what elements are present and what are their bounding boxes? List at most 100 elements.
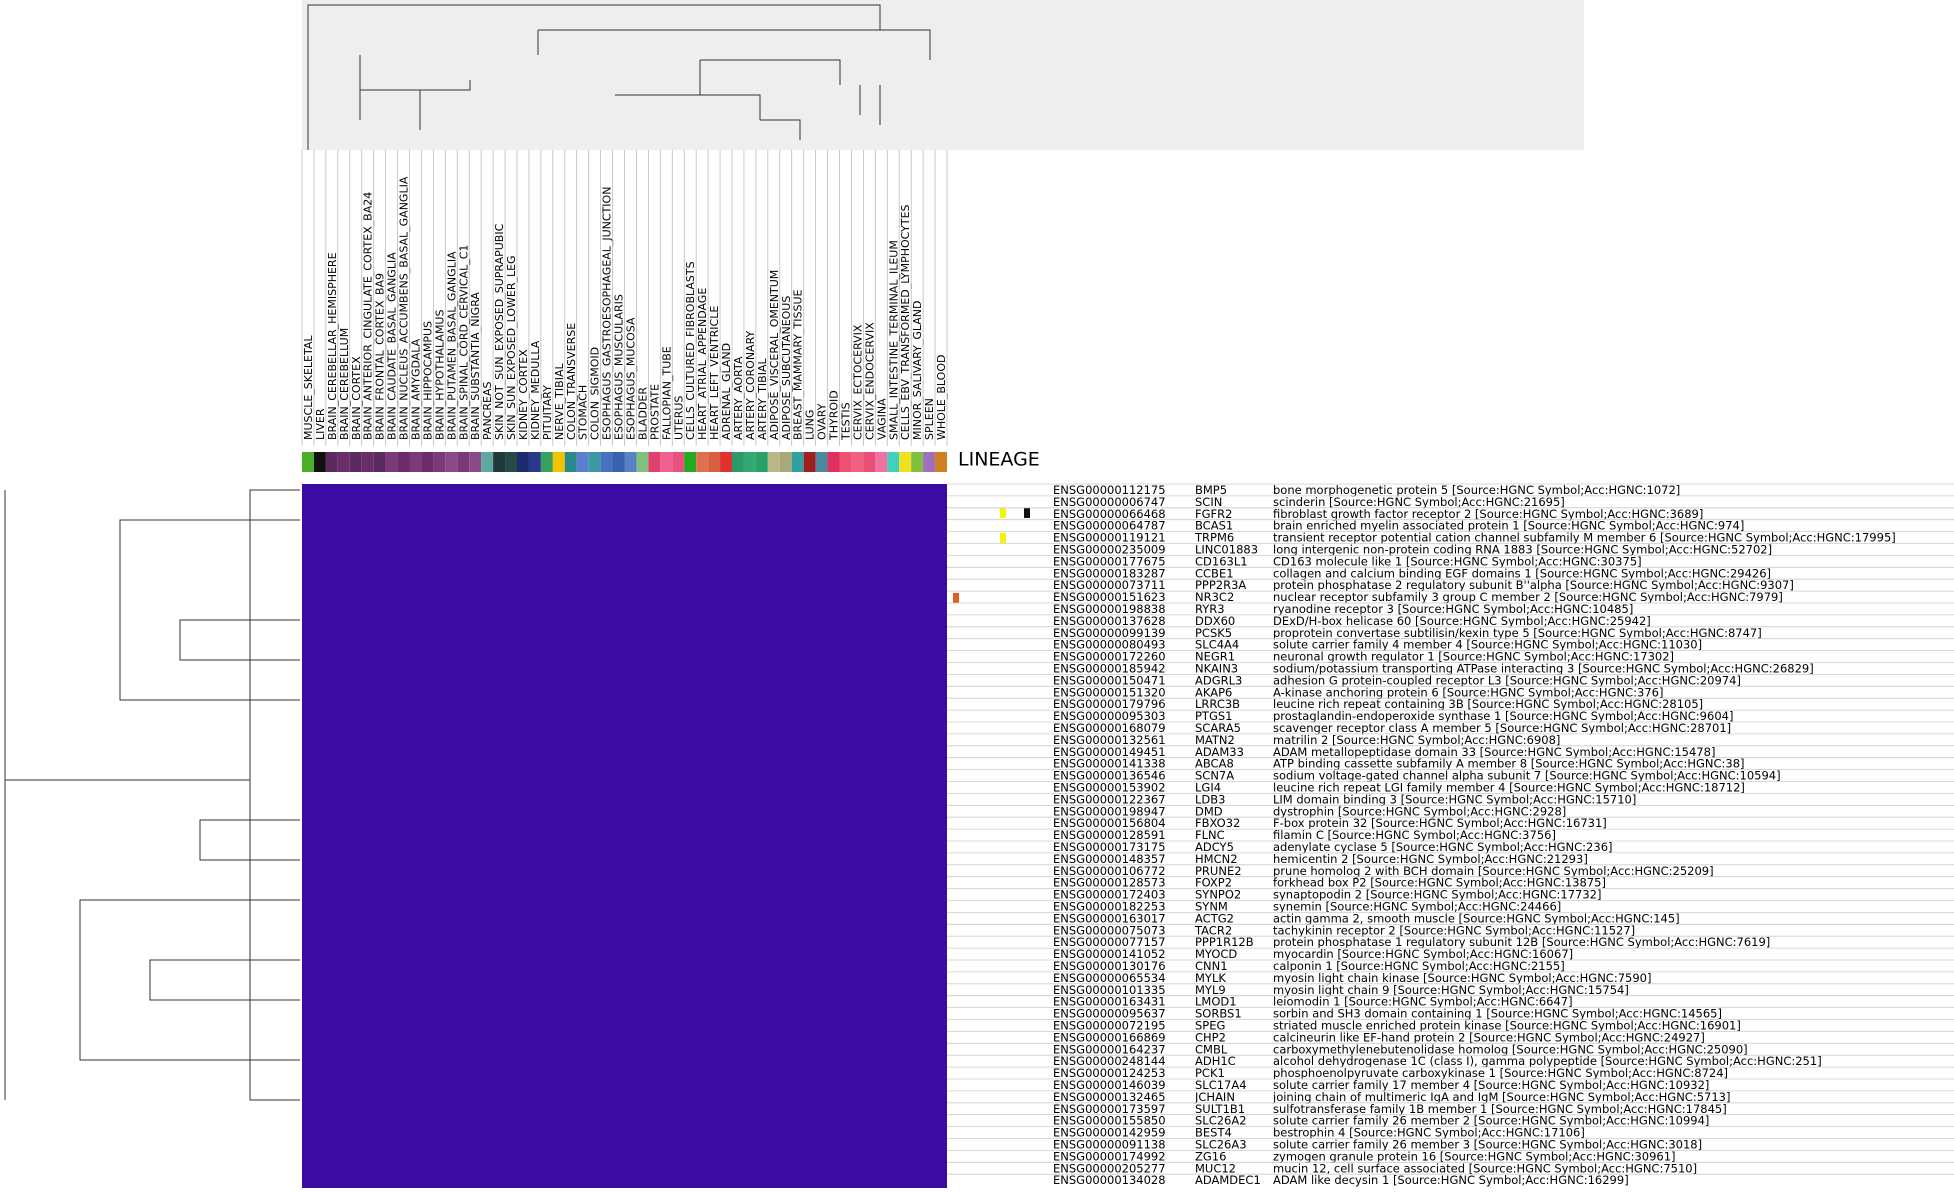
- gene-symbol: MYOCD: [1195, 947, 1237, 961]
- gene-description: tachykinin receptor 2 [Source:HGNC Symbo…: [1273, 923, 1635, 937]
- gene-id: ENSG00000128591: [1053, 828, 1166, 842]
- column-label: KIDNEY_MEDULLA: [529, 340, 542, 440]
- gene-description: CD163 molecule like 1 [Source:HGNC Symbo…: [1273, 554, 1642, 568]
- gene-id: ENSG00000064787: [1053, 519, 1166, 533]
- lineage-cell: [493, 452, 506, 472]
- column-label: NERVE_TIBIAL: [553, 363, 566, 440]
- lineage-cell: [720, 452, 732, 472]
- lineage-cell: [755, 452, 768, 472]
- gene-id: ENSG00000173175: [1053, 840, 1166, 854]
- column-label: SPLEEN: [923, 398, 936, 440]
- gene-symbol: FGFR2: [1195, 507, 1232, 521]
- gene-id: ENSG00000235009: [1053, 542, 1166, 556]
- lineage-cell: [564, 452, 577, 472]
- lineage-cell: [552, 452, 565, 472]
- gene-symbol: SYNM: [1195, 899, 1228, 913]
- column-label: COLON_TRANSVERSE: [565, 323, 578, 440]
- gene-description: synemin [Source:HGNC Symbol;Acc:HGNC:244…: [1273, 899, 1561, 913]
- heatmap-body: [302, 484, 947, 1188]
- column-label: BRAIN_HYPOTHALAMUS: [433, 310, 446, 440]
- gene-id: ENSG00000168079: [1053, 721, 1166, 735]
- gene-description: A-kinase anchoring protein 6 [Source:HGN…: [1273, 685, 1663, 699]
- gene-description: bestrophin 4 [Source:HGNC Symbol;Acc:HGN…: [1273, 1126, 1585, 1140]
- gene-id: ENSG00000172403: [1053, 888, 1166, 902]
- gene-symbol: BMP5: [1195, 483, 1227, 497]
- lineage-cell: [851, 452, 864, 472]
- gene-description: myosin light chain 9 [Source:HGNC Symbol…: [1273, 983, 1629, 997]
- lineage-cell: [696, 452, 709, 472]
- gene-id: ENSG00000141052: [1053, 947, 1166, 961]
- gene-description: zymogen granule protein 16 [Source:HGNC …: [1273, 1149, 1676, 1163]
- gene-description: sorbin and SH3 domain containing 1 [Sour…: [1273, 1007, 1722, 1021]
- gene-id: ENSG00000150471: [1053, 673, 1166, 687]
- column-label: BRAIN_CEREBELLUM: [338, 328, 351, 440]
- gene-description: solute carrier family 17 member 4 [Sourc…: [1273, 1078, 1709, 1092]
- gene-id: ENSG00000132561: [1053, 733, 1166, 747]
- gene-symbol: ZG16: [1195, 1149, 1226, 1163]
- column-label: BLADDER: [636, 387, 649, 440]
- lineage-cell: [481, 452, 494, 472]
- gene-id: ENSG00000177675: [1053, 554, 1166, 568]
- gene-description: ATP binding cassette subfamily A member …: [1273, 757, 1745, 771]
- gene-description: filamin C [Source:HGNC Symbol;Acc:HGNC:3…: [1273, 828, 1556, 842]
- gene-symbol: TACR2: [1194, 923, 1232, 937]
- gene-description: bone morphogenetic protein 5 [Source:HGN…: [1273, 483, 1680, 497]
- gene-symbol: SYNPO2: [1195, 888, 1241, 902]
- column-label: BRAIN_FRONTAL_CORTEX_BA9: [374, 273, 387, 440]
- lineage-cell: [313, 452, 326, 472]
- lineage-cell: [911, 452, 924, 472]
- gene-description: prostaglandin-endoperoxide synthase 1 [S…: [1273, 709, 1733, 723]
- gene-description: nuclear receptor subfamily 3 group C mem…: [1273, 590, 1783, 604]
- gene-description: mucin 12, cell surface associated [Sourc…: [1273, 1161, 1697, 1175]
- annotation-mark: [953, 593, 959, 603]
- lineage-cell: [827, 452, 840, 472]
- lineage-cell: [302, 452, 314, 472]
- gene-description: sulfotransferase family 1B member 1 [Sou…: [1273, 1102, 1727, 1116]
- lineage-cell: [373, 452, 386, 472]
- column-label: BRAIN_ANTERIOR_CINGULATE_CORTEX_BA24: [362, 192, 375, 440]
- lineage-cell: [923, 452, 936, 472]
- lineage-cell: [576, 452, 589, 472]
- gene-symbol: ADGRL3: [1195, 673, 1242, 687]
- gene-id: ENSG00000130176: [1053, 959, 1166, 973]
- gene-symbol: PPP1R12B: [1195, 935, 1254, 949]
- gene-symbol: ADAMDEC1: [1195, 1173, 1261, 1187]
- gene-symbol: ACTG2: [1195, 911, 1234, 925]
- column-label: BRAIN_SUBSTANTIA_NIGRA: [469, 292, 482, 440]
- lineage-cell: [672, 452, 685, 472]
- gene-description: sodium voltage-gated channel alpha subun…: [1273, 769, 1781, 783]
- gene-id: ENSG00000124253: [1053, 1066, 1166, 1080]
- gene-symbol: LMOD1: [1195, 995, 1237, 1009]
- column-label: ESOPHAGUS_MUCOSA: [624, 317, 637, 440]
- gene-symbol: CCBE1: [1195, 566, 1234, 580]
- gene-symbol: ADH1C: [1195, 1054, 1236, 1068]
- lineage-cell: [612, 452, 625, 472]
- gene-id: ENSG00000151320: [1053, 685, 1166, 699]
- gene-id: ENSG00000173597: [1053, 1102, 1166, 1116]
- lineage-cell: [433, 452, 446, 472]
- lineage-cell: [445, 452, 458, 472]
- lineage-cell: [540, 452, 553, 472]
- column-label: ESOPHAGUS_MUSCULARIS: [613, 294, 626, 440]
- gene-symbol: RYR3: [1195, 602, 1225, 616]
- gene-id: ENSG00000141338: [1053, 757, 1166, 771]
- gene-symbol: FOXP2: [1195, 876, 1232, 890]
- gene-id: ENSG00000156804: [1053, 816, 1166, 830]
- gene-id: ENSG00000128573: [1053, 876, 1166, 890]
- gene-symbol: SCIN: [1195, 495, 1222, 509]
- gene-description: protein phosphatase 1 regulatory subunit…: [1273, 935, 1770, 949]
- gene-symbol: MYLK: [1195, 971, 1226, 985]
- gene-symbol: AKAP6: [1195, 685, 1232, 699]
- top-dendrogram-panel: [302, 0, 1584, 150]
- gene-id: ENSG00000198838: [1053, 602, 1166, 616]
- gene-description: prune homolog 2 with BCH domain [Source:…: [1273, 864, 1714, 878]
- gene-id: ENSG00000136546: [1053, 769, 1166, 783]
- lineage-cell: [839, 452, 852, 472]
- gene-description: adenylate cyclase 5 [Source:HGNC Symbol;…: [1273, 840, 1613, 854]
- column-label: COLON_SIGMOID: [589, 347, 602, 440]
- lineage-cell: [505, 452, 517, 472]
- gene-id: ENSG00000185942: [1053, 661, 1166, 675]
- gene-description: collagen and calcium binding EGF domains…: [1273, 566, 1771, 580]
- gene-id: ENSG00000166869: [1053, 1030, 1166, 1044]
- gene-symbol: SLC26A2: [1195, 1114, 1247, 1128]
